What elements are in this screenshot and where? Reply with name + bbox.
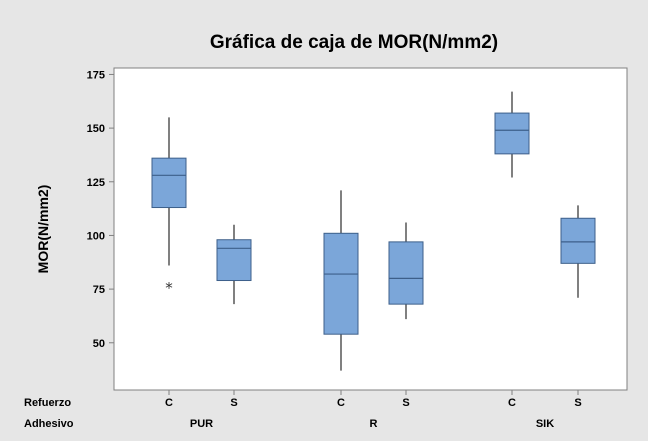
iqr-box — [323, 232, 359, 335]
y-tick-label: 75 — [93, 284, 105, 296]
box-pur-s — [216, 224, 252, 305]
x-tick-label-refuerzo: C — [508, 397, 516, 409]
boxes-layer: * — [151, 91, 596, 371]
box-r-s — [388, 222, 424, 320]
outlier-marker: * — [165, 279, 173, 297]
box-r-c — [323, 190, 359, 371]
chart-title: Gráfica de caja de MOR(N/mm2) — [210, 32, 498, 53]
y-axis-ticks: 50 75 100 125 150 175 — [87, 69, 114, 350]
x-group-label-adhesivo: SIK — [536, 418, 554, 430]
iqr-box — [216, 239, 252, 282]
x-axis-ticks: C S PUR C S R C S SIK — [165, 390, 582, 430]
row-label-adhesivo: Adhesivo — [24, 418, 74, 430]
iqr-box — [494, 112, 530, 155]
box-sik-s — [560, 205, 596, 298]
x-tick-label-refuerzo: C — [337, 397, 345, 409]
y-axis-label: MOR(N/mm2) — [35, 185, 51, 274]
y-tick-label: 50 — [93, 338, 105, 350]
iqr-box — [560, 217, 596, 264]
iqr-box — [388, 241, 424, 305]
box-sik-c — [494, 91, 530, 178]
plot-area — [113, 67, 628, 391]
x-tick-label-refuerzo: S — [402, 397, 409, 409]
x-group-label-adhesivo: R — [370, 418, 378, 430]
x-group-label-adhesivo: PUR — [190, 418, 213, 430]
y-tick-label: 125 — [87, 177, 105, 189]
box-pur-c: * — [151, 117, 187, 297]
x-tick-label-refuerzo: S — [230, 397, 237, 409]
iqr-box — [151, 157, 187, 209]
x-tick-label-refuerzo: S — [574, 397, 581, 409]
y-tick-label: 150 — [87, 123, 105, 135]
y-tick-label: 100 — [87, 230, 105, 242]
y-tick-label: 175 — [87, 69, 105, 81]
row-label-refuerzo: Refuerzo — [24, 397, 71, 409]
x-tick-label-refuerzo: C — [165, 397, 173, 409]
